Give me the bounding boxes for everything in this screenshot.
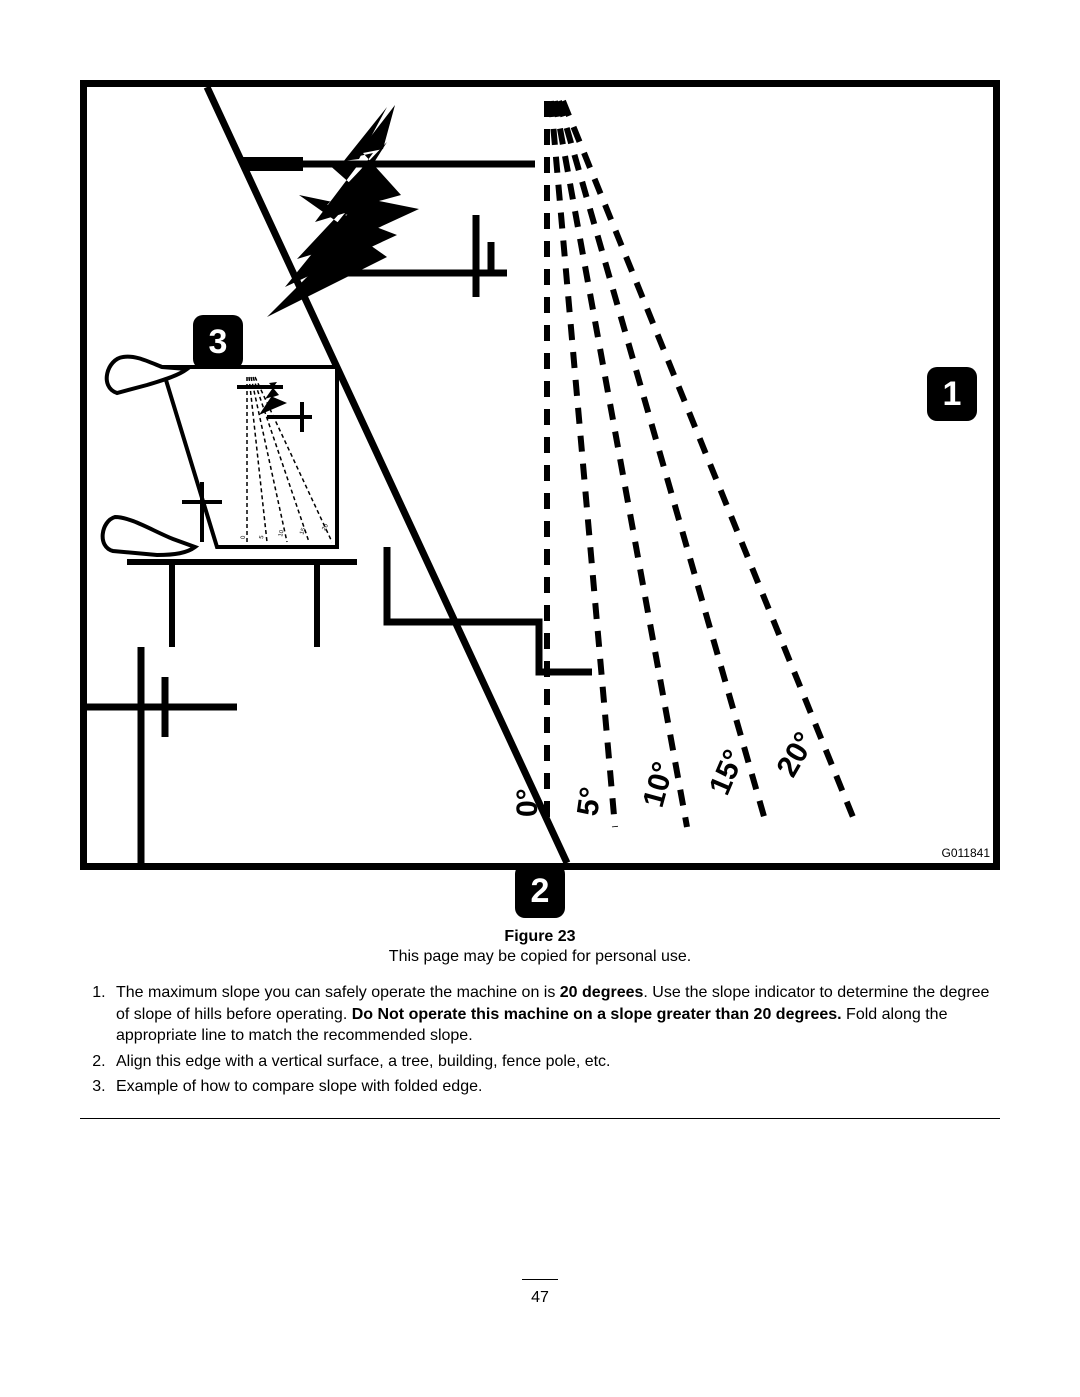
svg-text:10°: 10° <box>637 758 681 810</box>
slope-figure: 0 5 10 15 20 0° 5° 10° 15° 20° <box>80 80 1000 870</box>
section-divider <box>80 1118 1000 1119</box>
callout-1-label: 1 <box>943 375 962 414</box>
figure-caption: Figure 23 This page may be copied for pe… <box>80 928 1000 966</box>
svg-text:5°: 5° <box>571 785 608 818</box>
instr1-pre: The maximum slope you can safely operate… <box>116 984 560 1001</box>
page-number: 47 <box>531 1289 549 1306</box>
callout-2-badge: 2 <box>515 864 565 918</box>
figure-ref-code: G011841 <box>942 846 991 860</box>
callout-3-label: 3 <box>209 323 228 362</box>
figure-label: Figure 23 <box>80 928 1000 946</box>
figure-subcaption: This page may be copied for personal use… <box>389 948 691 965</box>
instruction-list: The maximum slope you can safely operate… <box>80 982 1000 1098</box>
instr1-bold1: 20 degrees <box>560 984 644 1001</box>
svg-text:0°: 0° <box>511 788 544 817</box>
page-footer: 47 <box>0 1271 1080 1307</box>
callout-3-badge: 3 <box>193 315 243 369</box>
callout-1-badge: 1 <box>927 367 977 421</box>
callout-2-label: 2 <box>531 872 550 911</box>
instruction-item-3: Example of how to compare slope with fol… <box>110 1076 1000 1098</box>
instr1-bold2: Do Not operate this machine on a slope g… <box>352 1006 842 1023</box>
instruction-item-2: Align this edge with a vertical surface,… <box>110 1051 1000 1073</box>
instruction-item-1: The maximum slope you can safely operate… <box>110 982 1000 1047</box>
slope-diagram-svg: 0 5 10 15 20 0° 5° 10° 15° 20° <box>87 87 993 863</box>
svg-text:20°: 20° <box>770 727 821 783</box>
